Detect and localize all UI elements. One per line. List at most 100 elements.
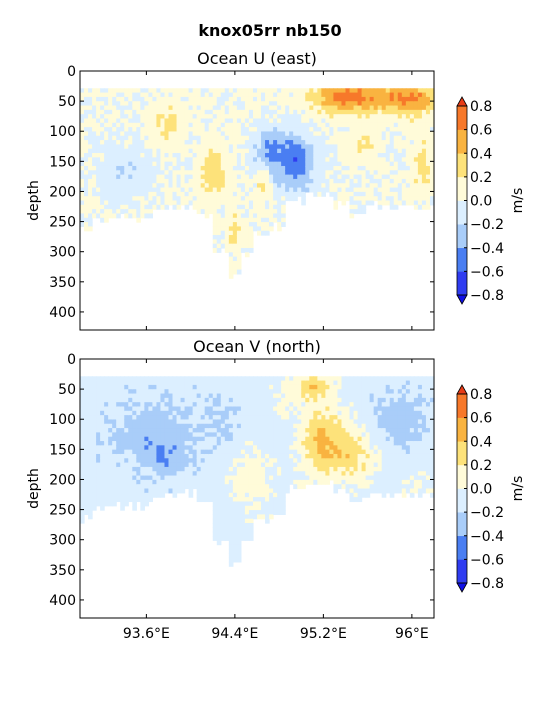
heatmap-cell: [381, 475, 387, 481]
heatmap-cell: [369, 389, 375, 395]
heatmap-cell: [277, 196, 282, 202]
heatmap-cell: [96, 410, 101, 416]
heatmap-cell: [204, 449, 210, 455]
heatmap-cell: [144, 458, 149, 464]
heatmap-cell: [421, 170, 427, 176]
heatmap-cell: [373, 183, 379, 189]
heatmap-cell: [104, 479, 109, 485]
heatmap-cell: [381, 191, 387, 197]
heatmap-cell: [317, 479, 322, 485]
heatmap-cell: [144, 445, 149, 451]
heatmap-cell: [401, 161, 407, 167]
heatmap-cell: [269, 122, 274, 128]
heatmap-cell: [325, 101, 331, 107]
heatmap-cell: [261, 135, 266, 141]
heatmap-cell: [345, 140, 351, 145]
heatmap-cell: [124, 157, 129, 163]
heatmap-cell: [248, 410, 254, 416]
heatmap-cell: [224, 157, 230, 163]
heatmap-cell: [317, 170, 322, 176]
heatmap-cell: [216, 410, 222, 416]
heatmap-cell: [309, 144, 314, 150]
heatmap-cell: [80, 462, 85, 468]
heatmap-cell: [397, 109, 403, 115]
heatmap-cell: [216, 144, 222, 150]
heatmap-cell: [100, 191, 105, 197]
heatmap-cell: [421, 200, 427, 206]
heatmap-cell: [425, 204, 431, 210]
heatmap-cell: [248, 402, 254, 408]
heatmap-cell: [132, 488, 137, 494]
heatmap-cell: [164, 114, 170, 120]
heatmap-cell: [385, 170, 391, 176]
heatmap-cell: [269, 376, 274, 382]
heatmap-cell: [361, 419, 367, 425]
heatmap-cell: [405, 157, 411, 163]
heatmap-cell: [184, 135, 190, 141]
heatmap-cell: [240, 204, 246, 210]
heatmap-cell: [212, 380, 218, 386]
heatmap-cell: [148, 497, 154, 503]
heatmap-cell: [136, 462, 141, 468]
heatmap-cell: [80, 497, 85, 503]
heatmap-cell: [232, 514, 238, 520]
heatmap-cell: [413, 183, 419, 189]
heatmap-cell: [353, 174, 359, 180]
heatmap-cell: [140, 419, 145, 425]
heatmap-cell: [325, 88, 331, 94]
heatmap-cell: [232, 178, 238, 184]
heatmap-cell: [232, 118, 238, 124]
heatmap-cell: [377, 109, 383, 115]
heatmap-cell: [236, 127, 242, 133]
heatmap-cell: [140, 165, 145, 171]
heatmap-cell: [84, 144, 89, 150]
heatmap-cell: [180, 153, 186, 158]
heatmap-cell: [152, 187, 158, 193]
heatmap-cell: [240, 101, 246, 107]
heatmap-cell: [289, 157, 294, 163]
heatmap-cell: [321, 178, 326, 184]
heatmap-cell: [337, 96, 343, 102]
heatmap-cell: [373, 402, 379, 408]
heatmap-cell: [421, 161, 427, 167]
heatmap-cell: [236, 380, 242, 386]
heatmap-cell: [289, 389, 294, 395]
heatmap-cell: [124, 432, 129, 438]
heatmap-cell: [144, 436, 149, 442]
heatmap-cell: [389, 105, 395, 111]
heatmap-cell: [337, 380, 343, 386]
heatmap-cell: [381, 432, 387, 438]
heatmap-cell: [196, 209, 202, 215]
heatmap-cell: [337, 410, 343, 416]
heatmap-cell: [96, 161, 101, 167]
heatmap-cell: [248, 226, 254, 232]
heatmap-cell: [377, 449, 383, 455]
heatmap-cell: [409, 114, 415, 120]
heatmap-cell: [252, 492, 258, 498]
heatmap-cell: [148, 101, 154, 107]
heatmap-cell: [377, 441, 383, 446]
heatmap-cell: [144, 131, 149, 137]
heatmap-cell: [216, 501, 222, 507]
heatmap-cell: [228, 475, 234, 481]
heatmap-cell: [252, 389, 258, 395]
heatmap-cell: [349, 109, 355, 115]
heatmap-cell: [168, 415, 174, 421]
heatmap-cell: [156, 118, 162, 124]
heatmap-cell: [148, 148, 154, 154]
heatmap-cell: [176, 393, 182, 399]
heatmap-cell: [204, 109, 210, 115]
heatmap-cell: [421, 105, 427, 111]
heatmap-cell: [156, 187, 162, 193]
heatmap-cell: [365, 397, 371, 403]
heatmap-cell: [156, 122, 162, 128]
heatmap-cell: [152, 96, 158, 102]
heatmap-cell: [345, 402, 351, 408]
heatmap-cell: [405, 88, 411, 94]
heatmap-cell: [405, 114, 411, 120]
heatmap-cell: [172, 402, 178, 408]
heatmap-cell: [224, 393, 230, 399]
heatmap-cell: [92, 488, 97, 494]
heatmap-cell: [228, 174, 234, 180]
heatmap-cell: [240, 230, 246, 236]
